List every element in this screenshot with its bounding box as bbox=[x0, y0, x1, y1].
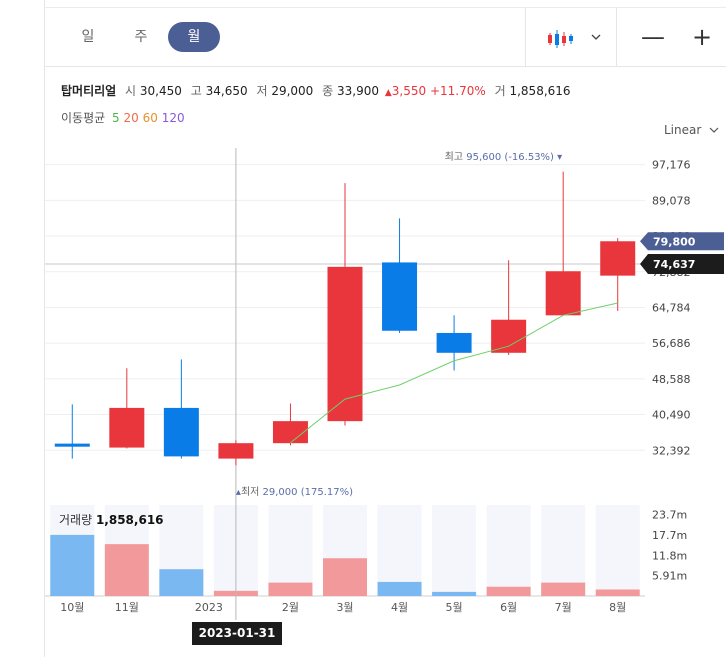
zoom-out-button[interactable]: — bbox=[641, 23, 665, 51]
volume-legend: 거래량 1,858,616 bbox=[59, 511, 164, 528]
volume-bar[interactable] bbox=[323, 558, 367, 596]
x-tick-label: 5월 bbox=[446, 601, 463, 614]
chart-type-button[interactable] bbox=[541, 20, 579, 54]
volume-y-tick-label: 17.7m bbox=[652, 529, 687, 542]
candle[interactable] bbox=[163, 407, 199, 457]
stock-name: 탑머티리얼 bbox=[61, 84, 117, 98]
volume-y-tick-label: 5.91m bbox=[652, 570, 687, 583]
volume-bar[interactable] bbox=[432, 591, 477, 596]
scale-selector[interactable]: Linear bbox=[664, 123, 719, 137]
zoom-in-button[interactable]: + bbox=[691, 23, 713, 51]
crosshair-price-label: 74,637 bbox=[653, 258, 695, 271]
candle[interactable] bbox=[272, 421, 308, 444]
candle[interactable] bbox=[54, 443, 90, 447]
stock-summary: 탑머티리얼 시 30,450 고 34,650 저 29,000 종 33,90… bbox=[61, 82, 571, 99]
low-label: 저 bbox=[256, 84, 268, 98]
volume-slot bbox=[377, 505, 422, 596]
chevron-down-icon bbox=[709, 127, 719, 133]
crosshair-date-tag: 2023-01-31 bbox=[192, 622, 282, 645]
tab-month[interactable]: 월 bbox=[168, 22, 220, 52]
candle[interactable] bbox=[600, 241, 636, 276]
high-label: 고 bbox=[190, 84, 202, 98]
ma60-label[interactable]: 60 bbox=[142, 111, 158, 125]
candle[interactable] bbox=[327, 266, 363, 422]
volume-bar[interactable] bbox=[104, 544, 149, 596]
x-tick-label: 7월 bbox=[555, 601, 572, 614]
volume-y-tick-label: 23.7m bbox=[652, 509, 687, 522]
max-annotation: 최고 95,600 (-16.53%) ▾ bbox=[445, 151, 563, 163]
toolbar-divider bbox=[525, 8, 526, 66]
volume-slot bbox=[541, 505, 586, 596]
volume-label: 거 bbox=[494, 84, 506, 98]
open-label: 시 bbox=[125, 84, 137, 98]
volume-bar[interactable] bbox=[595, 589, 640, 596]
change-up-icon: ▲ bbox=[384, 88, 392, 98]
x-tick-label: 10월 bbox=[60, 601, 84, 614]
y-tick-label: 32,392 bbox=[652, 444, 691, 457]
volume-bar[interactable] bbox=[50, 534, 95, 596]
ma-label: 이동평균 bbox=[61, 111, 106, 125]
min-annotation: ▴최저 29,000 (175.17%) bbox=[236, 486, 353, 498]
volume-bar[interactable] bbox=[377, 581, 422, 596]
left-border bbox=[44, 0, 45, 657]
volume-bar[interactable] bbox=[486, 586, 531, 596]
x-tick-label: 8월 bbox=[609, 601, 626, 614]
candle[interactable] bbox=[218, 443, 254, 459]
y-tick-label: 56,686 bbox=[652, 337, 691, 350]
volume-bar[interactable] bbox=[268, 582, 313, 596]
y-tick-label: 89,078 bbox=[652, 194, 691, 207]
ma5-label[interactable]: 5 bbox=[112, 111, 120, 125]
ma5-line bbox=[290, 302, 618, 444]
volume-slot bbox=[268, 505, 313, 596]
volume-slot bbox=[486, 505, 531, 596]
scale-selector-label: Linear bbox=[664, 123, 702, 137]
ma120-label[interactable]: 120 bbox=[161, 111, 185, 125]
volume-bar[interactable] bbox=[541, 582, 586, 596]
chart-toolbar: 일 주 월 — + bbox=[45, 7, 726, 67]
x-tick-label: 6월 bbox=[500, 601, 517, 614]
y-tick-label: 97,176 bbox=[652, 159, 691, 172]
open-value: 30,450 bbox=[139, 84, 182, 98]
tab-day[interactable]: 일 bbox=[81, 29, 95, 45]
y-tick-label: 64,784 bbox=[652, 301, 691, 314]
change-percent: +11.70% bbox=[429, 84, 486, 98]
volume-legend-value: 1,858,616 bbox=[95, 513, 164, 527]
y-tick-label: 48,588 bbox=[652, 373, 691, 386]
volume-bar[interactable] bbox=[159, 569, 204, 596]
ma20-label[interactable]: 20 bbox=[123, 111, 139, 125]
chevron-down-icon bbox=[591, 34, 601, 40]
close-label: 종 bbox=[322, 84, 334, 98]
y-tick-label: 40,490 bbox=[652, 409, 691, 422]
candle[interactable] bbox=[545, 271, 581, 316]
volume-y-tick-label: 11.8m bbox=[652, 549, 687, 562]
x-tick-label: 4월 bbox=[391, 601, 408, 614]
change-value: 3,550 bbox=[391, 84, 427, 98]
x-tick-label: 2023 bbox=[195, 601, 223, 614]
current-price-label: 79,800 bbox=[653, 235, 696, 248]
candle[interactable] bbox=[382, 262, 418, 331]
candle[interactable] bbox=[491, 319, 527, 353]
candlestick-icon bbox=[548, 30, 573, 48]
volume-slot bbox=[595, 505, 640, 596]
candle[interactable] bbox=[436, 332, 472, 353]
low-value: 29,000 bbox=[271, 84, 314, 98]
crosshair-price-tag bbox=[640, 254, 724, 275]
close-value: 33,900 bbox=[337, 84, 380, 98]
toolbar-divider bbox=[616, 8, 617, 66]
x-tick-label: 3월 bbox=[336, 601, 353, 614]
volume-slot bbox=[432, 505, 477, 596]
moving-average-legend: 이동평균 5 20 60 120 bbox=[61, 109, 185, 126]
x-tick-label: 2월 bbox=[282, 601, 299, 614]
chart-type-dropdown[interactable] bbox=[585, 20, 607, 54]
x-tick-label: 11월 bbox=[115, 601, 139, 614]
current-price-tag bbox=[640, 232, 724, 251]
high-value: 34,650 bbox=[205, 84, 248, 98]
volume-value: 1,858,616 bbox=[509, 84, 571, 98]
volume-legend-label: 거래량 bbox=[59, 513, 93, 527]
tab-week[interactable]: 주 bbox=[134, 29, 148, 45]
candle[interactable] bbox=[109, 407, 145, 448]
